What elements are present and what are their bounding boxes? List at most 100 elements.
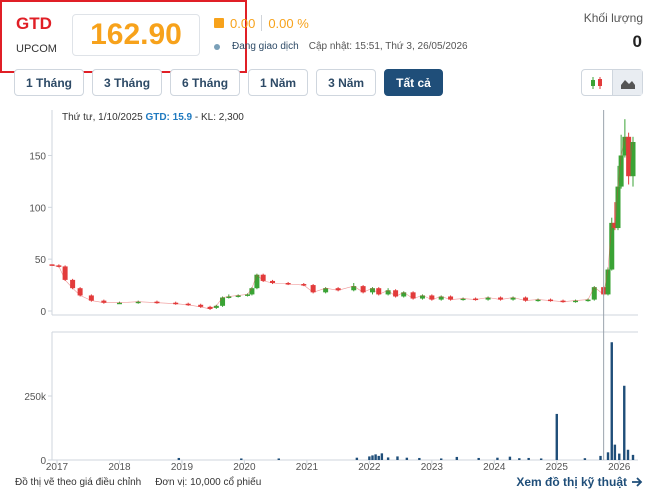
- tooltip-date: Thứ tư, 1/10/2025: [62, 112, 145, 123]
- tooltip-text: Thứ tư, 1/10/2025 GTD: 15.9 - KL: 2,300: [62, 112, 244, 123]
- candle-body: [369, 288, 375, 293]
- arrow-right-icon: [632, 477, 643, 487]
- unchanged-square-icon: [214, 18, 224, 28]
- trading-status-row: Đang giao dịch Cập nhật: 15:51, Thứ 3, 2…: [214, 41, 468, 52]
- candle-body: [207, 306, 213, 309]
- volume-bar: [405, 457, 409, 460]
- x-tick-label: 2018: [108, 462, 131, 473]
- candle-body: [249, 288, 255, 295]
- candle-body: [185, 303, 191, 306]
- volume-value: 0: [632, 32, 642, 51]
- chart-footer: Đồ thị vẽ theo giá điều chỉnh Đơn vị: 10…: [15, 477, 261, 488]
- unit-note: Đơn vị: 10,000 cổ phiếu: [155, 477, 262, 488]
- candle-body: [573, 300, 579, 303]
- price-trace-line: [51, 136, 634, 310]
- x-tick-label: 2019: [171, 462, 194, 473]
- candle-body: [101, 300, 107, 303]
- candlestick-icon[interactable]: [582, 70, 612, 95]
- candle-body: [260, 274, 266, 281]
- x-tick-label: 2021: [296, 462, 319, 473]
- candle-body: [448, 296, 454, 300]
- candle-body: [591, 287, 597, 300]
- candle-body: [220, 297, 226, 306]
- volume-bar: [418, 457, 421, 460]
- stock-symbol: GTD: [16, 14, 52, 33]
- volume-bar: [555, 413, 558, 460]
- tooltip-volume: - KL: 2,300: [192, 112, 244, 123]
- range-selector: 1 Tháng 3 Tháng 6 Tháng 1 Năm 3 Năm Tất …: [14, 69, 443, 96]
- volume-bar: [626, 449, 630, 460]
- exchange-name: UPCOM: [16, 43, 57, 55]
- volume-bar: [386, 457, 390, 460]
- volume-tick-label: 0: [40, 456, 46, 467]
- volume-bar: [177, 457, 181, 460]
- x-tick-label: 2024: [483, 462, 506, 473]
- divider: [261, 15, 263, 31]
- volume-bar: [396, 456, 399, 460]
- candle-body: [226, 296, 232, 298]
- price-change-percent: 0.00 %: [268, 15, 309, 31]
- candle-body: [410, 292, 416, 299]
- candle-body: [385, 290, 391, 295]
- x-tick-label: 2025: [546, 462, 569, 473]
- volume-bar: [477, 457, 480, 460]
- adjusted-price-note: Đồ thị vẽ theo giá điều chỉnh: [15, 477, 142, 488]
- candle-body: [254, 274, 260, 289]
- candle-body: [135, 301, 141, 304]
- candle-body: [618, 155, 624, 187]
- price-tick-label: 150: [29, 151, 46, 162]
- price-tick-label: 100: [29, 203, 46, 214]
- price-change-row: 0.00 0.00 %: [214, 15, 309, 31]
- candle-body: [498, 297, 504, 300]
- candle-body: [438, 296, 444, 300]
- candle-body: [401, 292, 407, 297]
- volume-bar: [374, 454, 377, 460]
- range-1-month-button[interactable]: 1 Tháng: [14, 69, 85, 96]
- candle-body: [116, 302, 122, 305]
- chart-type-toggle: [581, 69, 643, 96]
- candle-body: [310, 285, 316, 293]
- candle-body: [270, 280, 276, 284]
- candle-body: [245, 294, 251, 296]
- volume-bar: [240, 458, 243, 460]
- technical-chart-link[interactable]: Xem đồ thị kỹ thuật: [516, 475, 643, 489]
- volume-bar: [613, 444, 617, 460]
- tooltip-price: GTD: 15.9: [145, 112, 192, 123]
- x-tick-label: 2020: [233, 462, 256, 473]
- candle-body: [630, 141, 636, 177]
- range-6-months-button[interactable]: 6 Tháng: [170, 69, 241, 96]
- price-tick-label: 0: [40, 307, 46, 318]
- volume-bar: [606, 452, 610, 460]
- volume-bar: [518, 458, 521, 460]
- range-3-years-button[interactable]: 3 Năm: [316, 69, 377, 96]
- price-change: 0.00: [230, 15, 256, 31]
- volume-bar: [496, 457, 499, 460]
- candle-body: [605, 269, 611, 295]
- candle-body: [62, 266, 68, 280]
- range-1-year-button[interactable]: 1 Năm: [248, 69, 309, 96]
- last-updated: Cập nhật: 15:51, Thứ 3, 26/05/2026: [308, 41, 468, 52]
- area-chart-icon[interactable]: [612, 70, 642, 95]
- candle-body: [360, 286, 366, 293]
- range-all-button[interactable]: Tất cả: [384, 69, 443, 96]
- candle-body: [419, 295, 425, 299]
- candle-body: [198, 304, 204, 307]
- candle-body: [429, 295, 435, 300]
- candle-body: [49, 264, 55, 266]
- range-3-months-button[interactable]: 3 Tháng: [92, 69, 163, 96]
- candle-body: [622, 136, 628, 156]
- status-dot-icon: [214, 43, 220, 50]
- candle-body: [609, 222, 615, 270]
- volume-bar: [539, 458, 543, 460]
- volume-bar: [527, 457, 530, 460]
- candle-body: [510, 297, 516, 300]
- candle-body: [301, 284, 307, 286]
- ticker-highlight-box: GTD UPCOM 162.90: [0, 0, 247, 73]
- volume-bar: [618, 453, 621, 460]
- candle-body: [523, 297, 529, 301]
- candle-body: [585, 299, 591, 302]
- volume-bar: [368, 456, 371, 460]
- volume-bar: [371, 455, 374, 460]
